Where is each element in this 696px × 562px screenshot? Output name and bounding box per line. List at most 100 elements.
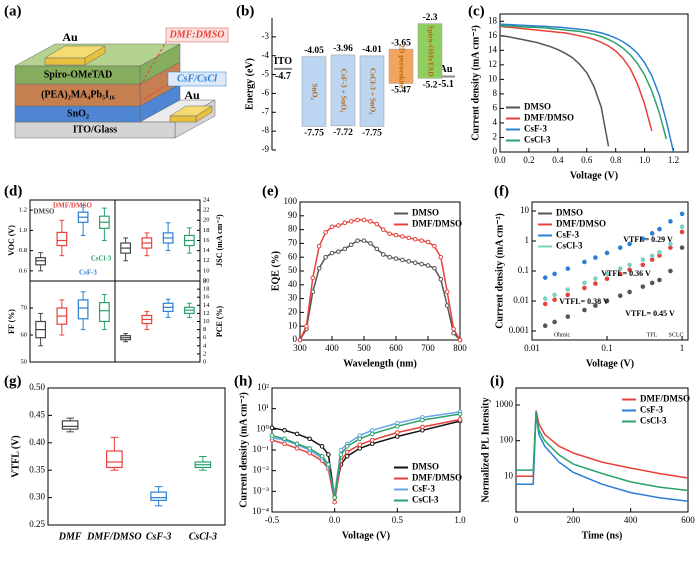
data-point	[332, 499, 337, 505]
y-tick-label: 60	[21, 331, 28, 338]
legend-label: DMSO	[556, 208, 583, 218]
y-tick-label: 10¹	[257, 403, 269, 413]
data-point	[336, 249, 341, 254]
data-point	[348, 242, 354, 248]
data-point	[552, 271, 557, 277]
data-point	[282, 427, 287, 433]
data-point	[617, 245, 623, 250]
data-point	[406, 259, 412, 264]
x-tick-label: 1.2	[668, 155, 679, 165]
panel-label: (d)	[4, 183, 22, 199]
energy-band	[359, 55, 385, 127]
band-bottom-value: -5.2	[422, 81, 437, 91]
data-point	[657, 226, 662, 232]
data-point	[425, 263, 431, 268]
band-top-value: -3.65	[391, 38, 411, 48]
x-tick-label: 0.2	[523, 155, 534, 165]
data-point	[627, 267, 632, 273]
x-tick-label: 0.01	[524, 343, 540, 353]
legend-label: CsCl-3	[412, 495, 439, 505]
series-line	[299, 239, 461, 341]
y-tick-label: 0	[493, 146, 498, 156]
data-point	[593, 276, 598, 281]
legend-label: CsCl-3	[640, 416, 667, 426]
y-tick-label: 0.1	[518, 265, 529, 275]
series-label: DMSO	[34, 208, 56, 216]
data-point	[338, 447, 344, 453]
data-point	[380, 252, 386, 257]
data-point	[425, 239, 431, 245]
y-axis-label: EQE (%)	[270, 251, 281, 291]
legend-label: DMSO	[524, 102, 551, 112]
data-point	[640, 236, 646, 241]
data-point	[552, 297, 557, 303]
x-tick-label: -0.5	[265, 515, 280, 525]
data-point	[565, 266, 571, 271]
band-name: 2D perovskite	[397, 44, 406, 89]
data-point	[307, 436, 312, 442]
y-axis-label: Current density (mA cm⁻²)	[238, 392, 249, 508]
data-point	[438, 276, 444, 282]
data-point	[432, 243, 437, 249]
x-tick-label: CsCl-3	[189, 531, 217, 542]
y-tick-label: 1.2	[19, 207, 27, 214]
data-point	[593, 281, 598, 286]
y-tick-label: 10	[203, 267, 210, 274]
data-point	[668, 245, 673, 250]
y-tick-label: 10⁰	[256, 423, 269, 433]
y-axis-label: VTFL (V)	[10, 435, 21, 478]
y-axis-label: Current density (mA cm⁻²)	[494, 213, 505, 329]
legend-label: CsF-3	[524, 124, 547, 134]
y-tick-label: 0.40	[29, 437, 45, 447]
y-axis-label: PCE (%)	[215, 306, 224, 338]
data-point	[400, 234, 405, 239]
y-tick-label: 18	[203, 286, 210, 293]
data-point	[282, 436, 287, 442]
y-tick-label: 2	[203, 350, 206, 357]
data-point	[294, 446, 300, 451]
data-point	[640, 257, 646, 262]
data-point	[649, 231, 655, 236]
level-value: -5.1	[438, 79, 454, 90]
annotation: VTFL= 0.45 V	[625, 309, 675, 318]
diagram-label: Spiro-OMeTAD	[44, 69, 113, 80]
band-top-value: -3.96	[333, 44, 353, 54]
data-point	[393, 256, 399, 261]
data-point	[400, 257, 405, 263]
x-tick-label: 600	[681, 515, 695, 525]
y-tick-label: 40	[288, 279, 298, 289]
panel-label: (f)	[494, 183, 509, 199]
data-point	[387, 231, 392, 237]
annotation: TFL	[647, 332, 658, 338]
y-tick-label: 12	[203, 257, 210, 264]
legend-label: CsF-3	[556, 230, 579, 240]
x-tick-label: 400	[624, 515, 638, 525]
box	[56, 231, 68, 247]
legend-label: DMF/DMSO	[524, 113, 574, 123]
y-tick-label: 70	[288, 237, 298, 247]
legend-label: CsF-3	[412, 484, 435, 494]
data-point	[444, 303, 450, 308]
y-tick-label: 1.0	[19, 227, 27, 234]
y-tick-label: 10	[520, 205, 530, 215]
data-point	[542, 301, 548, 307]
y-axis-label: FF (%)	[7, 309, 16, 334]
level-name: ITO	[274, 56, 292, 67]
series-line	[299, 219, 461, 341]
data-point	[542, 323, 548, 328]
y-tick-label: -9	[262, 144, 270, 154]
data-point	[319, 444, 325, 449]
legend-label: CsCl-3	[524, 135, 551, 145]
y-tick-label: 80	[288, 224, 298, 234]
panel-label: (b)	[236, 3, 254, 19]
box	[61, 420, 79, 430]
data-point	[565, 287, 571, 292]
series-line	[499, 25, 653, 132]
layer-front	[169, 115, 197, 123]
y-tick-label: 18	[488, 15, 498, 25]
box	[150, 491, 167, 501]
data-point	[419, 261, 424, 267]
data-point	[419, 238, 424, 243]
legend-label: DMF/DMSO	[412, 473, 462, 483]
